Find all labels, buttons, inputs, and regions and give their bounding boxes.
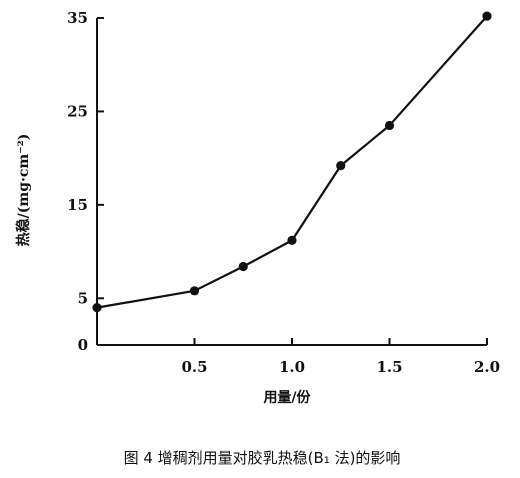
y-axis-label: 热稳/(mg·cm⁻²) (15, 134, 32, 247)
x-tick-label: 0.5 (181, 358, 207, 376)
data-point (384, 120, 395, 131)
figure-caption: 图 4 增稠剂用量对胶乳热稳(B₁ 法)的影响 (124, 449, 401, 467)
data-point (482, 11, 492, 21)
data-point (189, 286, 200, 296)
x-ticks: 0.5 1.0 1.5 2.0 (181, 338, 500, 376)
series (92, 11, 492, 313)
y-tick-label: 35 (67, 9, 88, 27)
y-tick-label: 5 (78, 289, 88, 307)
x-axis-label: 用量/份 (263, 389, 311, 406)
series-line (96, 15, 488, 309)
data-point (336, 161, 346, 171)
y-ticks: 0 5 15 25 35 (67, 9, 104, 354)
x-tick-label: 2.0 (474, 358, 500, 376)
y-tick-label: 15 (67, 196, 88, 214)
data-point (92, 303, 102, 313)
y-tick-label: 0 (78, 336, 88, 354)
data-point (287, 235, 297, 245)
y-tick-label: 25 (67, 102, 88, 120)
x-tick-label: 1.0 (279, 358, 305, 376)
data-point (238, 261, 248, 272)
axes (96, 18, 487, 346)
x-tick-label: 1.5 (376, 358, 402, 376)
